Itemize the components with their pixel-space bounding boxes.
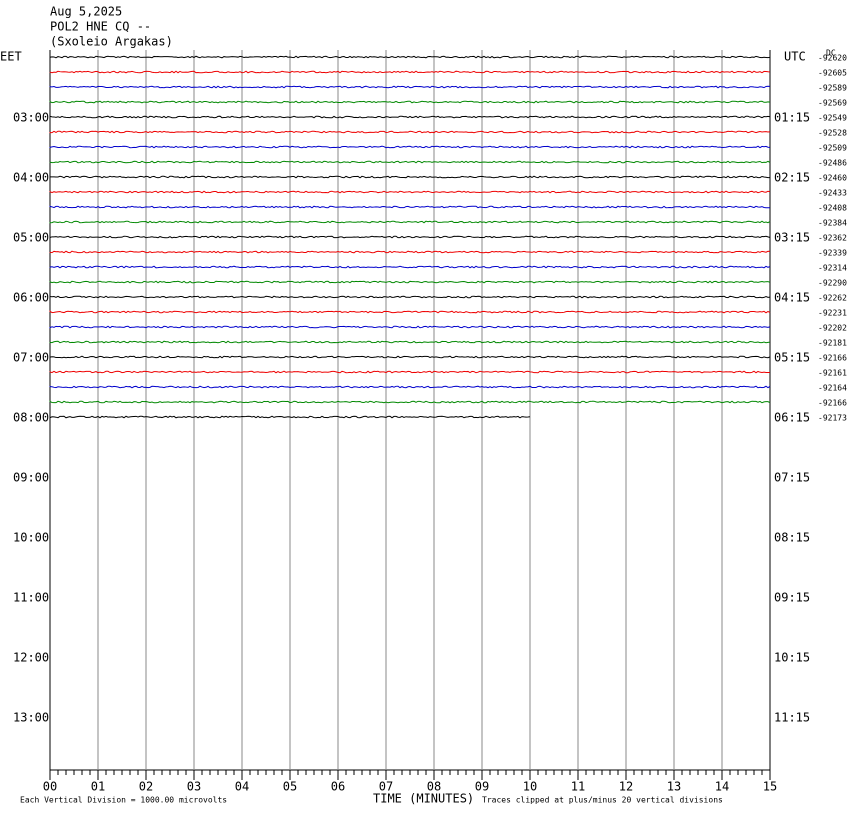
right-time-label: 08:15 <box>774 531 810 545</box>
left-time-label: 13:00 <box>13 711 49 725</box>
x-tick-label: 14 <box>715 780 729 794</box>
trace <box>49 175 771 179</box>
trace <box>49 265 771 269</box>
trace <box>49 340 771 344</box>
dc-value: -92166 <box>818 399 847 408</box>
dc-title: DC <box>826 49 836 58</box>
trace <box>49 160 771 164</box>
left-time-label: 12:00 <box>13 651 49 665</box>
trace <box>49 250 771 254</box>
trace <box>49 55 771 59</box>
header-line: (Sxoleio Argakas) <box>50 35 173 49</box>
scale-note: Each Vertical Division = 1000.00 microvo… <box>20 796 227 805</box>
trace <box>49 100 771 104</box>
x-tick-label: 09 <box>475 780 489 794</box>
trace <box>49 85 771 89</box>
dc-value: -92460 <box>818 174 847 183</box>
left-time-label: 05:00 <box>13 231 49 245</box>
header-line: Aug 5,2025 <box>50 5 122 19</box>
left-time-label: 11:00 <box>13 591 49 605</box>
right-time-label: 04:15 <box>774 291 810 305</box>
left-time-label: 06:00 <box>13 291 49 305</box>
trace <box>49 115 771 119</box>
trace <box>49 310 771 314</box>
right-time-label: 06:15 <box>774 411 810 425</box>
left-axis-title: EET <box>0 50 22 64</box>
dc-value: -92509 <box>818 144 847 153</box>
dc-value: -92202 <box>818 324 847 333</box>
dc-value: -92173 <box>818 414 847 423</box>
right-time-label: 11:15 <box>774 711 810 725</box>
x-tick-label: 02 <box>139 780 153 794</box>
trace <box>49 325 771 329</box>
dc-value: -92314 <box>818 264 847 273</box>
right-time-label: 07:15 <box>774 471 810 485</box>
x-axis-title: TIME (MINUTES) <box>373 792 474 806</box>
x-tick-label: 04 <box>235 780 249 794</box>
dc-value: -92486 <box>818 159 847 168</box>
trace <box>49 280 771 284</box>
x-tick-label: 11 <box>571 780 585 794</box>
trace <box>49 355 771 359</box>
trace <box>49 205 771 209</box>
right-time-label: 09:15 <box>774 591 810 605</box>
x-tick-label: 15 <box>763 780 777 794</box>
trace <box>49 400 771 404</box>
right-time-label: 01:15 <box>774 111 810 125</box>
clip-note: Traces clipped at plus/minus 20 vertical… <box>482 796 723 805</box>
dc-value: -92339 <box>818 249 847 258</box>
dc-value: -92569 <box>818 99 847 108</box>
left-time-label: 10:00 <box>13 531 49 545</box>
x-tick-label: 05 <box>283 780 297 794</box>
x-tick-label: 07 <box>379 780 393 794</box>
x-tick-label: 00 <box>43 780 57 794</box>
trace <box>49 370 771 374</box>
right-time-label: 10:15 <box>774 651 810 665</box>
trace <box>49 385 771 389</box>
x-tick-label: 06 <box>331 780 345 794</box>
dc-value: -92290 <box>818 279 847 288</box>
left-time-label: 04:00 <box>13 171 49 185</box>
left-time-label: 03:00 <box>13 111 49 125</box>
dc-value: -92549 <box>818 114 847 123</box>
right-time-label: 03:15 <box>774 231 810 245</box>
x-tick-label: 10 <box>523 780 537 794</box>
dc-value: -92166 <box>818 354 847 363</box>
trace <box>49 190 771 194</box>
dc-value: -92181 <box>818 339 847 348</box>
dc-value: -92605 <box>818 69 847 78</box>
dc-value: -92164 <box>818 384 847 393</box>
dc-value: -92433 <box>818 189 847 198</box>
right-axis-title: UTC <box>784 50 806 64</box>
trace <box>49 415 531 419</box>
left-time-label: 09:00 <box>13 471 49 485</box>
trace <box>49 295 771 299</box>
left-time-label: 08:00 <box>13 411 49 425</box>
dc-value: -92384 <box>818 219 847 228</box>
trace <box>49 235 771 239</box>
dc-value: -92262 <box>818 294 847 303</box>
dc-value: -92620 <box>818 54 847 63</box>
x-tick-label: 03 <box>187 780 201 794</box>
x-tick-label: 13 <box>667 780 681 794</box>
trace <box>49 145 771 149</box>
dc-value: -92528 <box>818 129 847 138</box>
x-tick-label: 08 <box>427 780 441 794</box>
left-time-label: 07:00 <box>13 351 49 365</box>
trace <box>49 70 771 74</box>
header-line: POL2 HNE CQ -- <box>50 20 151 34</box>
dc-value: -92231 <box>818 309 847 318</box>
dc-value: -92408 <box>818 204 847 213</box>
trace <box>49 220 771 224</box>
dc-value: -92362 <box>818 234 847 243</box>
right-time-label: 02:15 <box>774 171 810 185</box>
x-tick-label: 12 <box>619 780 633 794</box>
dc-value: -92161 <box>818 369 847 378</box>
dc-value: -92589 <box>818 84 847 93</box>
trace <box>49 130 771 134</box>
right-time-label: 05:15 <box>774 351 810 365</box>
x-tick-label: 01 <box>91 780 105 794</box>
